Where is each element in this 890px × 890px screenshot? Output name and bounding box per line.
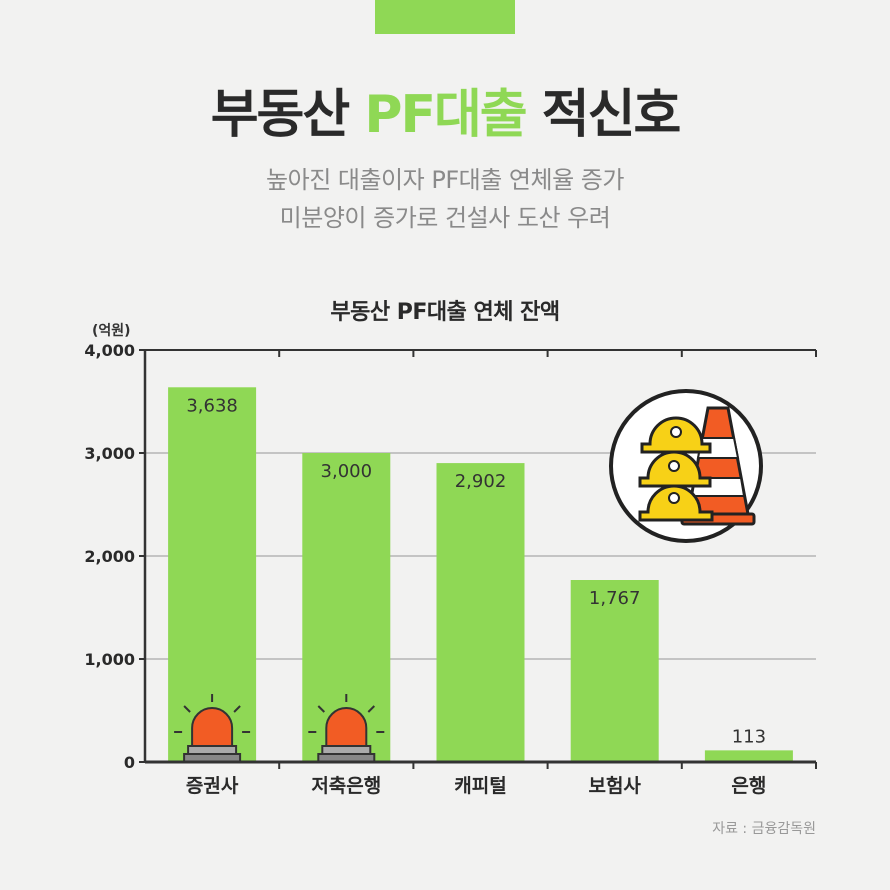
subtitle-line-1: 높아진 대출이자 PF대출 연체율 증가 (266, 166, 624, 194)
hardhat-cone-icon (609, 389, 763, 543)
data-label: 113 (732, 726, 766, 747)
title-accent: PF대출 (364, 85, 527, 145)
data-label: 1,767 (589, 588, 641, 609)
y-axis-unit: (억원) (92, 323, 131, 339)
subtitle-line-2: 미분양이 증가로 건설사 도산 우려 (279, 204, 611, 232)
bar (168, 387, 257, 762)
y-tick-label: 2,000 (84, 547, 135, 566)
x-tick-label: 보험사 (588, 775, 641, 797)
x-tick-label: 은행 (731, 775, 766, 797)
chart-bars (168, 387, 793, 762)
source-note: 자료 : 금융감독원 (712, 821, 816, 837)
x-tick-label: 캐피털 (454, 775, 506, 797)
bar (570, 579, 659, 762)
top-tab-decoration (375, 0, 515, 34)
bar (436, 463, 525, 762)
bar (704, 750, 793, 762)
data-label: 3,000 (321, 461, 373, 482)
page-title: 부동산 PF대출 적신호 (0, 72, 890, 147)
siren-icon (308, 694, 385, 763)
data-label: 3,638 (186, 395, 238, 416)
title-main: 부동산 (210, 85, 365, 145)
title-tail: 적신호 (525, 85, 682, 145)
y-tick-label: 1,000 (84, 650, 135, 669)
data-label: 2,902 (455, 471, 507, 492)
x-tick-label: 저축은행 (311, 775, 381, 797)
chart-title: 부동산 PF대출 연체 잔액 (330, 300, 560, 325)
y-tick-label: 3,000 (84, 444, 135, 463)
y-tick-label: 4,000 (84, 341, 135, 360)
y-tick-label: 0 (124, 753, 135, 772)
x-tick-label: 증권사 (186, 775, 239, 797)
siren-icon (174, 694, 251, 763)
chart-axes (139, 349, 817, 769)
chart-labels: 0 1,000 2,000 3,000 4,000 3,638 증권사 3,000 저축은행 2,… (84, 341, 766, 797)
chart-sirens (174, 694, 385, 763)
